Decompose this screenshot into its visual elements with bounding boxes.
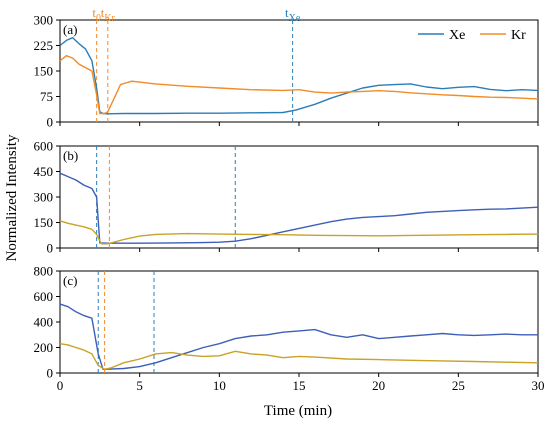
series-line-xe: [59, 172, 539, 244]
x-tick-label: 25: [452, 378, 465, 393]
y-tick-label: 225: [34, 38, 54, 53]
legend-label-xe: Xe: [449, 28, 465, 43]
y-tick-label: 400: [34, 315, 54, 330]
y-tick-label: 600: [34, 139, 54, 154]
panel-label: (b): [63, 148, 78, 163]
series-line-xe: [59, 303, 538, 370]
panel-label: (a): [63, 22, 77, 37]
y-tick-label: 200: [34, 340, 54, 355]
series-line-kr: [59, 220, 539, 245]
plot-frame: [59, 145, 539, 249]
time-marker-label: tXe: [285, 5, 301, 24]
y-tick-label: 75: [40, 89, 53, 104]
y-tick-label: 150: [34, 215, 54, 230]
y-tick-label: 800: [34, 264, 54, 279]
time-marker-label: t0: [92, 5, 101, 24]
panel-1: 0 75 150 225 300 (a) t0 tKr tXe: [34, 5, 539, 130]
legend-label-kr: Kr: [511, 28, 526, 43]
y-tick-label: 0: [47, 366, 54, 381]
x-tick-label: 10: [213, 378, 226, 393]
time-marker-label: tKr: [101, 5, 116, 24]
plot-frame: [59, 19, 539, 123]
x-tick-label: 30: [532, 378, 545, 393]
x-axis-title: Time (min): [264, 403, 332, 419]
panel-label: (c): [63, 273, 77, 288]
x-tick-label: 5: [136, 378, 143, 393]
y-axis-title: Normalized Intensity: [4, 134, 20, 262]
legend: Xe Kr: [418, 28, 526, 43]
x-tick-label: 0: [57, 378, 64, 393]
series-line-kr: [59, 55, 539, 115]
y-tick-label: 450: [34, 164, 54, 179]
series-line-xe: [59, 37, 539, 115]
y-tick-label: 600: [34, 289, 54, 304]
y-tick-label: 0: [47, 241, 54, 256]
series-line-kr: [59, 343, 539, 370]
panel-3: 0 200 400 600 800 0 5 10 15 20 25 30 (c): [34, 264, 545, 394]
y-tick-label: 300: [34, 190, 54, 205]
plot-frame: [59, 270, 539, 374]
x-tick-label: 15: [293, 378, 306, 393]
y-tick-label: 0: [47, 115, 54, 130]
y-tick-label: 150: [34, 64, 54, 79]
y-tick-label: 300: [34, 13, 54, 28]
x-tick-label: 20: [372, 378, 385, 393]
panel-2: 0 150 300 450 600 (b): [34, 139, 539, 256]
